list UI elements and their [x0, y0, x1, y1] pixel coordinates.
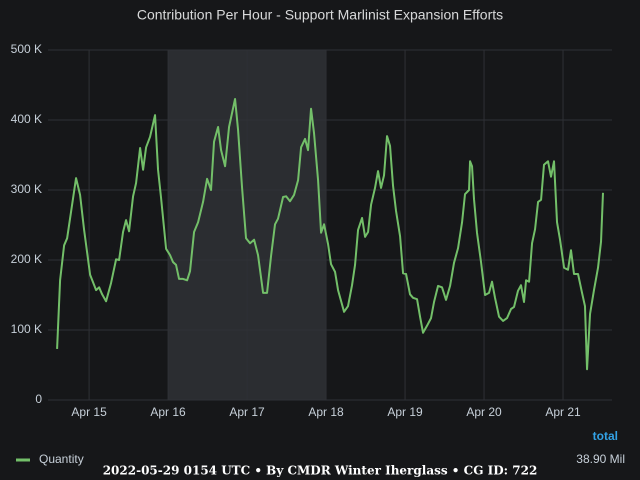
footer: 2022-05-29 0154 UTC • By CMDR Winter Ihe…	[103, 464, 538, 478]
legend-header: total	[593, 429, 618, 443]
y-tick-label: 400 K	[11, 112, 42, 126]
legend-total: 38.90 Mil	[576, 452, 625, 466]
data-line	[56, 98, 604, 371]
x-tick-label: Apr 21	[545, 405, 581, 419]
y-tick-label: 100 K	[11, 322, 42, 336]
y-tick-label: 0	[35, 392, 42, 406]
legend-label: Quantity	[39, 452, 84, 466]
x-tick-label: Apr 18	[308, 405, 344, 419]
x-tick-label: Apr 16	[150, 405, 186, 419]
chart-title: Contribution Per Hour - Support Marlinis…	[137, 7, 503, 23]
y-tick-label: 200 K	[11, 252, 42, 266]
x-tick-label: Apr 19	[387, 405, 423, 419]
x-tick-label: Apr 17	[229, 405, 265, 419]
x-tick-label: Apr 15	[71, 405, 107, 419]
y-tick-label: 300 K	[11, 182, 42, 196]
y-tick-label: 500 K	[11, 42, 42, 56]
x-tick-label: Apr 20	[466, 405, 502, 419]
